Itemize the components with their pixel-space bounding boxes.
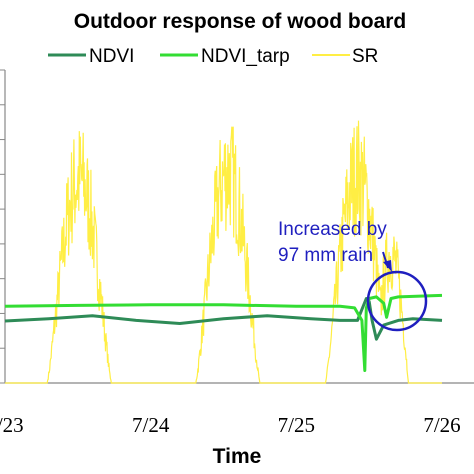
series-sr-line [5, 120, 442, 384]
series-ndvi-tarp-line [4, 293, 443, 372]
chart-title: Outdoor response of wood board [74, 10, 407, 33]
annotation-arrowhead [383, 260, 392, 272]
annotation-line-1: Increased by [278, 219, 387, 240]
annotation-line-2: 97 mm rain [278, 245, 373, 266]
x-tick-label: 7/24 [132, 413, 170, 437]
series-layer [4, 120, 443, 384]
y-ticks [0, 69, 5, 384]
x-tick-label: 7/25 [278, 413, 315, 437]
x-tick-label: 7/26 [423, 413, 460, 437]
legend-label-ndvi-tarp: NDVI_tarp [201, 46, 290, 67]
annotation: Increased by 97 mm rain [278, 219, 428, 332]
legend-label-ndvi: NDVI [89, 46, 134, 67]
legend-label-sr: SR [352, 46, 378, 67]
series-ndvi-line [4, 297, 443, 341]
x-ticks: 7/23 7/24 7/25 7/26 [0, 413, 461, 437]
x-tick-label: 7/23 [0, 413, 24, 437]
x-axis-label: Time [213, 445, 262, 468]
annotation-circle [366, 270, 428, 332]
legend: NDVI NDVI_tarp SR [48, 46, 378, 67]
